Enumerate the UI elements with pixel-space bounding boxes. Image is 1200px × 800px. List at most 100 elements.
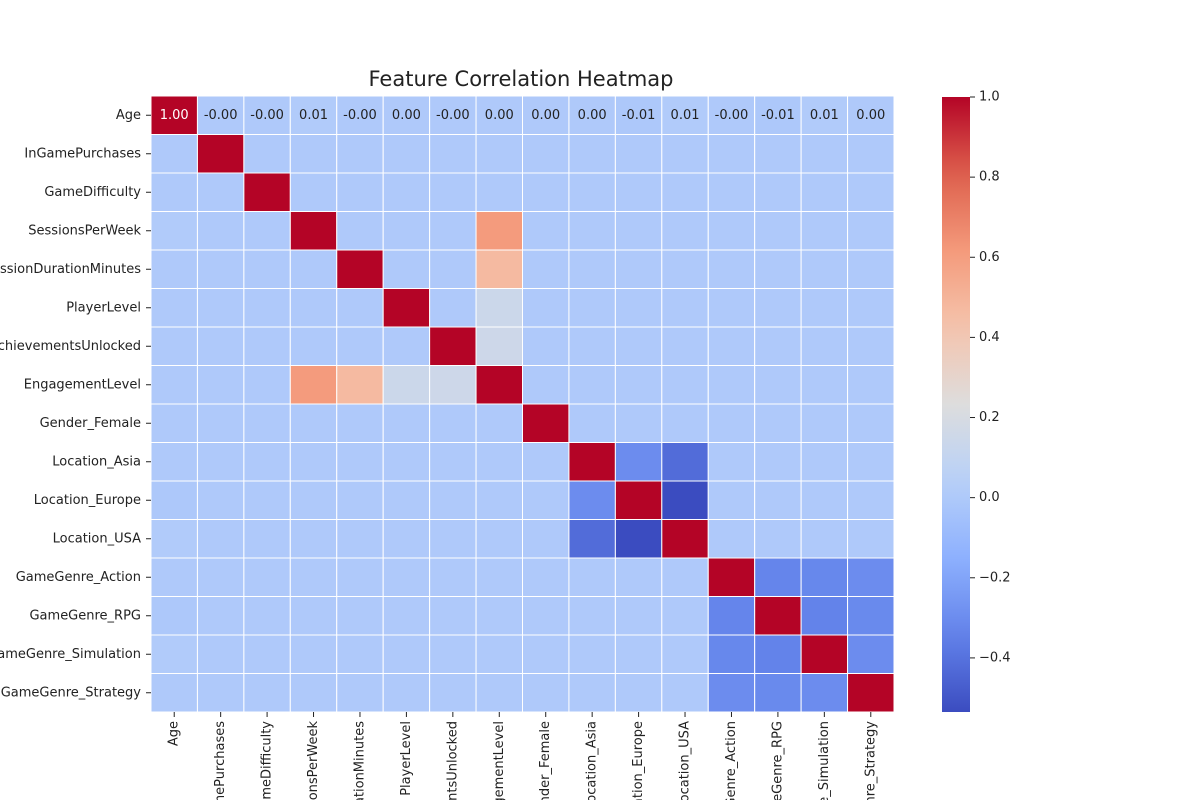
heatmap-cell (475, 442, 523, 482)
heatmap-cell (614, 211, 663, 251)
heatmap-cell (754, 288, 802, 328)
heatmap-cell (289, 596, 338, 636)
heatmap-cell (336, 442, 384, 482)
heatmap-cell (243, 249, 291, 289)
x-tick-label: AchievementsUnlocked (445, 721, 460, 800)
x-tick-label: PlayerLevel (399, 721, 414, 796)
heatmap-cell (196, 134, 245, 174)
heatmap-cell (429, 480, 477, 520)
y-tick-label: PlayerLevel (66, 300, 141, 315)
y-tick-label: Location_USA (53, 531, 141, 546)
x-tick-label: GameGenre_Action (724, 721, 739, 800)
heatmap-cell (429, 557, 477, 597)
heatmap-cell (336, 673, 384, 713)
x-tick-label: SessionsPerWeek (306, 721, 321, 800)
heatmap-cell (661, 480, 709, 520)
heatmap-cell (429, 288, 477, 328)
heatmap-cell (661, 172, 709, 212)
heatmap-cell (568, 288, 616, 328)
heatmap-cell (754, 249, 802, 289)
heatmap-cell (382, 249, 431, 289)
heatmap-cell (382, 403, 431, 443)
colorbar-tick-label: 0.2 (979, 410, 1000, 425)
heatmap-cell (800, 442, 849, 482)
heatmap-cell (614, 365, 663, 405)
heatmap-cell (707, 480, 756, 520)
chart-title: Feature Correlation Heatmap (369, 67, 674, 91)
heatmap-cell (289, 557, 338, 597)
colorbar-tick-label: −0.2 (979, 570, 1011, 585)
heatmap-cell (568, 365, 616, 405)
heatmap-cell (336, 634, 384, 674)
heatmap-cell (522, 249, 570, 289)
heatmap-cell (522, 634, 570, 674)
heatmap-cell (661, 673, 709, 713)
heatmap-cell (754, 95, 802, 135)
heatmap-cell (522, 480, 570, 520)
heatmap-cell (614, 249, 663, 289)
heatmap-cell (196, 634, 245, 674)
heatmap-cell (754, 211, 802, 251)
heatmap-cell (196, 403, 245, 443)
heatmap-cell (196, 288, 245, 328)
heatmap-cell (847, 288, 895, 328)
heatmap-cell (754, 596, 802, 636)
heatmap-cell (429, 326, 477, 366)
heatmap-cell (429, 596, 477, 636)
heatmap-cell (429, 211, 477, 251)
heatmap-cell (568, 95, 616, 135)
heatmap-cell (475, 172, 523, 212)
heatmap-cell (754, 172, 802, 212)
heatmap-cell (800, 134, 849, 174)
heatmap-cell (289, 480, 338, 520)
heatmap-cell (800, 211, 849, 251)
heatmap-cell (614, 634, 663, 674)
heatmap-cell (754, 673, 802, 713)
heatmap-cell (382, 365, 431, 405)
heatmap-cell (661, 288, 709, 328)
heatmap-cell (800, 596, 849, 636)
heatmap-cell (800, 634, 849, 674)
heatmap-cell (707, 557, 756, 597)
heatmap-cell (475, 634, 523, 674)
heatmap-cell (847, 249, 895, 289)
heatmap-cell (661, 365, 709, 405)
heatmap-cell (382, 634, 431, 674)
heatmap-cell (847, 172, 895, 212)
heatmap-cell (661, 134, 709, 174)
x-tick-label: Gender_Female (538, 721, 553, 800)
heatmap-cell (196, 442, 245, 482)
heatmap-cell (429, 249, 477, 289)
y-tick-label: Age (116, 108, 141, 123)
heatmap-cell (429, 365, 477, 405)
heatmap-cell (150, 480, 198, 520)
heatmap-cell (429, 634, 477, 674)
heatmap-cell (661, 403, 709, 443)
heatmap-cell (336, 134, 384, 174)
heatmap-cell (847, 365, 895, 405)
heatmap-cell (847, 326, 895, 366)
heatmap-cell (475, 519, 523, 559)
heatmap-cell (754, 480, 802, 520)
heatmap-cell (800, 557, 849, 597)
heatmap-cell (336, 557, 384, 597)
colorbar-tick-label: 1.0 (979, 90, 1000, 105)
heatmap-cell (336, 288, 384, 328)
heatmap-cell (661, 596, 709, 636)
heatmap-cell (336, 403, 384, 443)
heatmap-cell (614, 403, 663, 443)
heatmap-cell (475, 288, 523, 328)
heatmap-cell (847, 596, 895, 636)
heatmap-cell (661, 211, 709, 251)
heatmap-cell (568, 634, 616, 674)
heatmap-cell (196, 365, 245, 405)
heatmap-cell (800, 249, 849, 289)
heatmap-cell (289, 288, 338, 328)
heatmap-cell (707, 673, 756, 713)
heatmap-cell (289, 365, 338, 405)
heatmap-cell (150, 249, 198, 289)
heatmap-cell (568, 172, 616, 212)
cell-label: -0.01 (622, 108, 656, 123)
heatmap-cell (429, 172, 477, 212)
heatmap-cell (661, 557, 709, 597)
